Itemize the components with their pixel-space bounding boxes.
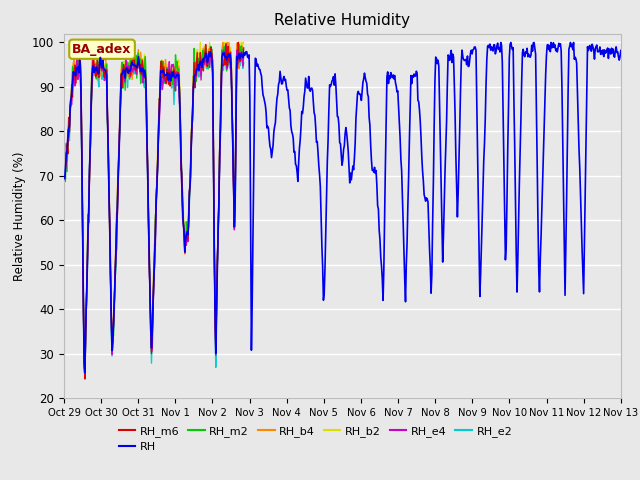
- Y-axis label: Relative Humidity (%): Relative Humidity (%): [13, 151, 26, 281]
- Legend: RH_m6, RH, RH_m2, RH_b4, RH_b2, RH_e4, RH_e2: RH_m6, RH, RH_m2, RH_b4, RH_b2, RH_e4, R…: [114, 421, 516, 456]
- Text: BA_adex: BA_adex: [72, 43, 132, 56]
- Title: Relative Humidity: Relative Humidity: [275, 13, 410, 28]
